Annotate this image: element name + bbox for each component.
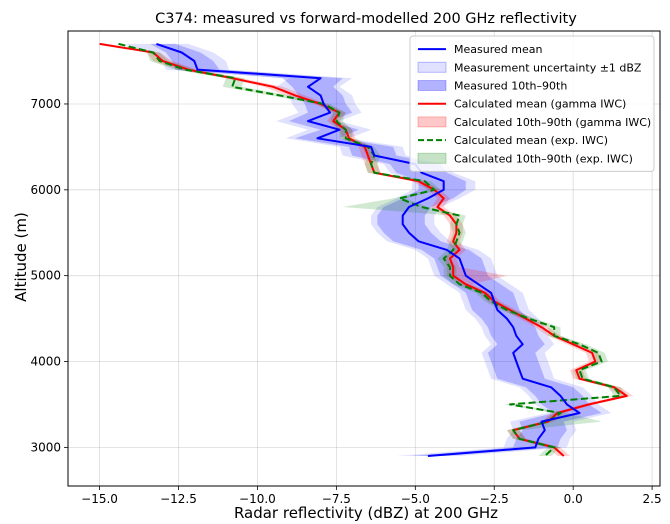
x-axis-label: Radar reflectivity (dBZ) at 200 GHz bbox=[234, 504, 498, 522]
legend-label: Measured 10th–90th bbox=[454, 80, 567, 93]
legend-swatch-patch bbox=[417, 61, 447, 73]
legend-label: Calculated mean (exp. IWC) bbox=[454, 134, 608, 147]
legend-label: Calculated mean (gamma IWC) bbox=[454, 98, 626, 111]
x-ticks: −15.0 −12.5 −10.0 −7.5 −5.0 −2.5 0.0 2.5 bbox=[81, 486, 662, 506]
series-line-0 bbox=[156, 42, 581, 457]
plot-frame bbox=[67, 30, 661, 487]
x-tick-label: −2.5 bbox=[480, 492, 509, 506]
y-tick-label: 6000 bbox=[30, 183, 61, 197]
band-1 bbox=[150, 43, 602, 457]
legend-swatch-patch bbox=[417, 152, 447, 164]
series-line-2 bbox=[118, 42, 622, 457]
legend-box bbox=[409, 35, 655, 172]
x-tick-label: −15.0 bbox=[81, 492, 118, 506]
legend-label: Measured mean bbox=[454, 43, 542, 56]
band-0 bbox=[124, 43, 612, 457]
legend-label: Calculated 10th–90th (exp. IWC) bbox=[454, 152, 633, 165]
lines-layer bbox=[99, 42, 628, 457]
x-tick-label: −5.0 bbox=[401, 492, 430, 506]
x-tick-label: −10.0 bbox=[239, 492, 276, 506]
legend-swatch-patch bbox=[417, 80, 447, 91]
y-tick-label: 3000 bbox=[30, 440, 61, 454]
y-axis-label: Altitude (m) bbox=[12, 212, 30, 302]
y-tick-label: 5000 bbox=[30, 269, 61, 283]
x-tick-label: 0.0 bbox=[564, 492, 583, 506]
x-tick-label: −12.5 bbox=[160, 492, 197, 506]
y-tick-label: 4000 bbox=[30, 355, 61, 369]
x-tick-label: −7.5 bbox=[322, 492, 351, 506]
x-tick-label: 2.5 bbox=[643, 492, 662, 506]
legend: Measured mean Measurement uncertainty ±1 … bbox=[409, 35, 655, 172]
legend-label: Calculated 10th–90th (gamma IWC) bbox=[454, 116, 651, 129]
y-tick-label: 7000 bbox=[30, 97, 61, 111]
legend-label: Measurement uncertainty ±1 dBZ bbox=[454, 61, 642, 74]
bands-layer bbox=[99, 43, 634, 457]
chart-title: C374: measured vs forward-modelled 200 G… bbox=[155, 11, 577, 27]
legend-swatch-patch bbox=[417, 116, 447, 128]
y-ticks: 3000 4000 5000 6000 7000 bbox=[30, 97, 68, 454]
